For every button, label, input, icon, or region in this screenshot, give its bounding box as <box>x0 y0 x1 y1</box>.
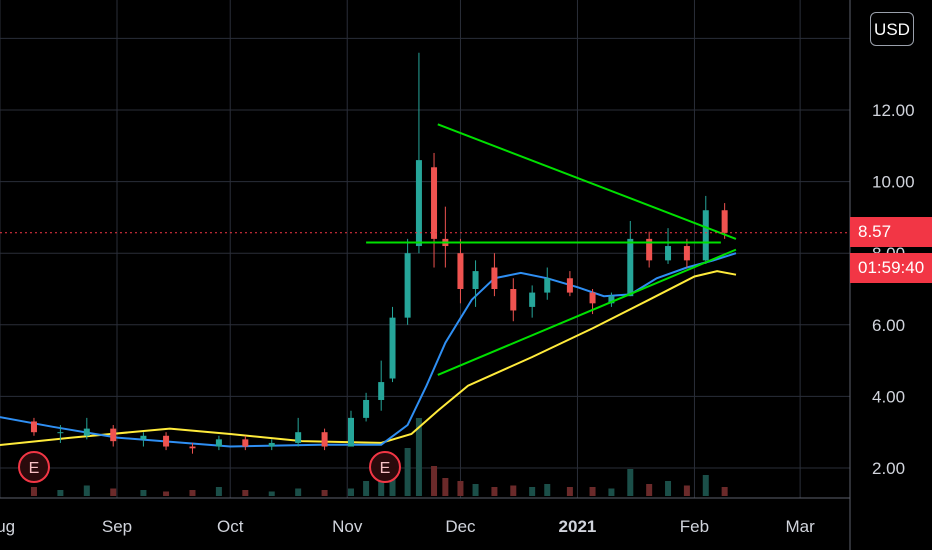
candle-body <box>215 439 222 447</box>
y-tick-label: 12.00 <box>872 101 915 120</box>
candle-body <box>665 246 672 261</box>
last-price-label: 8.57 <box>850 217 932 247</box>
volume-bar <box>510 485 517 496</box>
volume-bar <box>721 487 728 496</box>
candle-body <box>491 267 498 289</box>
volume-bar <box>215 487 222 496</box>
trendline <box>437 123 737 240</box>
candle-body <box>683 246 690 261</box>
volume-bar <box>30 487 37 496</box>
volume-bar <box>665 481 672 496</box>
countdown-label: 01:59:40 <box>850 253 932 283</box>
candle-body <box>566 278 573 293</box>
y-tick-label: 2.00 <box>872 459 905 478</box>
candle-body <box>140 435 147 440</box>
candle-body <box>627 238 634 297</box>
volume-bar <box>702 475 709 496</box>
candle-body <box>721 210 728 233</box>
candlesticks <box>30 52 728 454</box>
candle-body <box>295 432 302 443</box>
earnings-marker-aug[interactable]: E <box>18 451 50 483</box>
volume-bar <box>608 488 615 496</box>
candle-body <box>529 292 536 307</box>
x-tick-label: Nov <box>332 517 363 536</box>
candle-body <box>268 442 275 447</box>
volume-bar <box>163 491 170 496</box>
volume-bar <box>242 490 249 496</box>
candle-body <box>457 253 464 289</box>
candle-body <box>363 399 370 418</box>
earnings-marker-nov[interactable]: E <box>369 451 401 483</box>
volume-bar <box>627 469 634 496</box>
volume-bar <box>589 487 596 496</box>
y-tick-label: 10.00 <box>872 173 915 192</box>
trendline <box>437 248 737 376</box>
volume-bar <box>491 487 498 496</box>
volume-bar <box>566 487 573 496</box>
currency-button[interactable]: USD <box>870 12 914 46</box>
volume-bar <box>457 481 464 496</box>
candle-body <box>589 292 596 304</box>
x-tick-label: Dec <box>445 517 476 536</box>
candle-body <box>544 278 551 293</box>
volume-bar <box>442 478 449 496</box>
volume-bar <box>321 490 328 496</box>
candle-body <box>189 446 196 449</box>
candle-body <box>378 382 385 400</box>
candle-body <box>389 317 396 379</box>
volume-bar <box>431 466 438 496</box>
volume-bar <box>57 490 64 496</box>
volume-bar <box>348 488 354 496</box>
volume-bar <box>646 484 653 496</box>
x-tick-label: 2021 <box>559 517 597 536</box>
x-tick-label: Oct <box>217 517 244 536</box>
candle-body <box>431 167 438 239</box>
x-tick-label: Feb <box>680 517 709 536</box>
y-tick-label: 6.00 <box>872 316 905 335</box>
volume-bar <box>295 488 302 496</box>
volume-bar <box>378 472 385 496</box>
y-tick-label: 4.00 <box>872 387 905 406</box>
volume-bar <box>189 490 196 496</box>
volume-bar <box>472 484 479 496</box>
candle-body <box>646 238 653 261</box>
volume-bar <box>363 481 370 496</box>
moving-average-yellow <box>0 270 737 446</box>
candle-body <box>404 253 411 318</box>
candle-body <box>83 428 90 436</box>
candle-body <box>510 289 517 311</box>
volume-bar <box>415 418 422 496</box>
volume-bar <box>404 448 411 496</box>
volume-bar <box>268 491 275 496</box>
x-tick-label: Mar <box>785 517 815 536</box>
grid-lines <box>0 0 851 550</box>
candle-body <box>163 435 170 447</box>
trendlines[interactable] <box>0 123 850 376</box>
volume-bar <box>140 490 147 496</box>
candle-body <box>415 160 422 247</box>
volume-bar <box>110 488 117 496</box>
candle-body <box>242 439 249 447</box>
candle-body <box>110 428 117 442</box>
candle-body <box>57 432 64 434</box>
volume-bar <box>529 487 536 496</box>
volume-bar <box>83 485 90 496</box>
axes: 2.004.006.008.0010.0012.0014.00AugSepOct… <box>0 29 915 536</box>
candle-body <box>348 417 354 447</box>
candle-body <box>30 421 37 433</box>
volume-bar <box>544 484 551 496</box>
x-tick-label: Sep <box>102 517 132 536</box>
candle-body <box>472 271 479 289</box>
candle-body <box>702 210 709 261</box>
x-tick-label: Aug <box>0 517 15 536</box>
volume-bar <box>683 485 690 496</box>
candle-body <box>321 432 328 447</box>
candle-body <box>608 296 615 304</box>
